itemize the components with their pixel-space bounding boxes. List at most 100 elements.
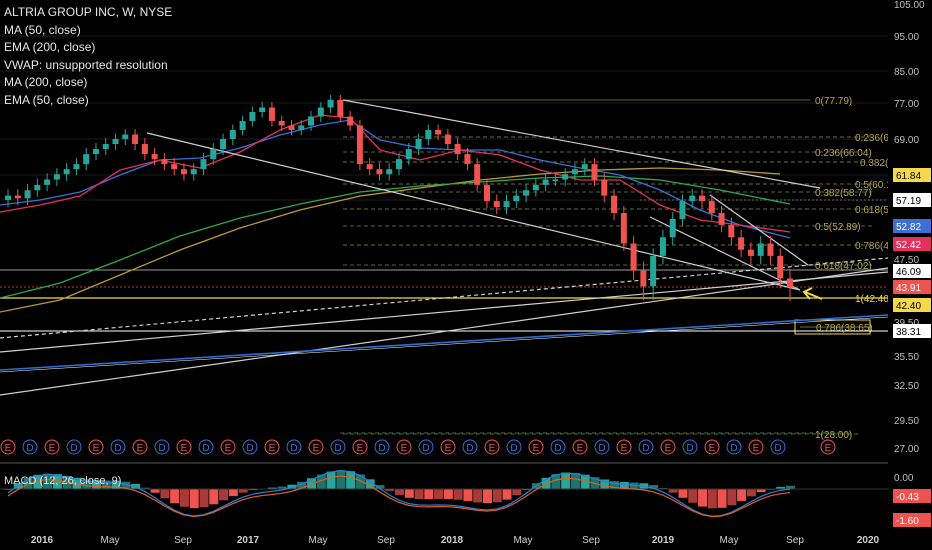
price-tag [893,324,931,338]
macd-bar [277,486,287,489]
marker-circle [132,439,148,455]
macd-bar [228,489,238,497]
indicator-ma50[interactable]: MA (50, close) [4,22,81,37]
candle-body [92,149,99,155]
candle-body [728,224,735,238]
marker-letter: D [202,443,209,454]
candle-body [376,169,383,175]
macd-bar [786,485,795,489]
candle-body [73,164,80,170]
marker-circle [616,439,632,455]
price-tick: 47.50 [894,255,919,266]
fib-label: 0.236(69 [855,133,895,144]
candle-body [552,179,559,182]
trend-line [146,132,801,291]
macd-legend[interactable]: MACD (12, 26, close, 9) [4,475,122,487]
macd-bar [492,489,502,503]
candle-body [435,130,442,135]
macd-bar [463,489,473,502]
marker-circle [572,439,588,455]
marker-circle [726,439,742,455]
candle-body [464,154,471,165]
candle-body [787,278,793,288]
price-tag-label: 52.82 [896,222,921,233]
candle-body [503,201,510,208]
macd-bar [150,489,160,493]
marker-letter: D [466,443,473,454]
macd-bar [131,483,141,489]
candle-body [210,149,217,160]
price-tag-label: 46.09 [896,267,921,278]
price-axis: 105.00 95.00 85.00 77.00 69.00 61.84 57.19 52.8… [888,0,932,530]
price-tag [893,280,931,294]
macd-bar [219,489,229,501]
price-tick: 27.00 [894,444,919,455]
candle-body [738,237,745,250]
marker-letter: D [510,443,517,454]
marker-circle [220,439,236,455]
indicator-ma200[interactable]: MA (200, close) [4,75,88,89]
candle-body [562,174,569,180]
fib-label: 0.618(5 [855,205,889,216]
marker-letter: D [334,443,341,454]
macd-bar [473,489,483,503]
marker-letter: E [49,443,56,454]
fib-label: 0.786(38.65) [816,323,873,334]
macd-bar [336,470,346,489]
macd-bar [561,472,571,489]
macd-tag [893,489,931,503]
marker-circle [330,439,346,455]
candle-body [161,159,168,165]
candle-body [611,195,618,214]
long-trend-line-inner [0,316,889,373]
macd-bar [140,487,150,489]
marker-circle [820,439,836,455]
macd-bar [619,481,629,489]
candle-body [747,249,754,256]
marker-letter: D [158,443,165,454]
marker-letter: E [269,443,276,454]
candle-body [474,164,481,185]
time-axis-bg [0,530,932,550]
candle-body [14,195,21,199]
time-tick: May [101,535,120,546]
macd-bar [199,489,209,508]
macd-bar [307,478,317,489]
macd-bar [267,487,277,489]
macd-bar [91,480,101,489]
marker-circle [198,439,214,455]
candle-body [679,201,686,219]
indicator-vwap[interactable]: VWAP: unsupported resolution [4,57,168,72]
macd-bar [414,489,424,500]
macd-bar [170,489,180,504]
macd-bar [355,474,365,489]
price-tick: 35.50 [894,352,919,363]
fib-label: 1(28.00) [815,430,852,441]
indicator-ema50[interactable]: EMA (50, close) [4,92,89,107]
macd-bar [756,489,766,493]
marker-letter: E [357,443,364,454]
macd-bar [678,489,688,498]
candle-body [44,179,51,185]
marker-letter: E [401,443,408,454]
candle-body [249,112,256,121]
time-tick: 2017 [237,535,260,546]
time-axis: 2016 May Sep 2017 May Sep 2018 May Sep 2019 May Sep… [0,530,932,550]
candle-body [659,237,666,256]
marker-letter: D [554,443,561,454]
indicator-ema200[interactable]: EMA (200, close) [4,40,96,54]
candle-body [180,169,187,175]
price-tick: 69.00 [894,135,919,146]
candle-body [630,243,637,271]
candle-body [63,169,70,175]
macd-bar [610,481,620,489]
signal-line [7,475,791,518]
price-tick: 77.00 [894,99,919,110]
candle-body [278,121,285,126]
macd-bar [82,479,92,489]
candle-body [24,190,31,199]
macd-bar [698,489,708,507]
